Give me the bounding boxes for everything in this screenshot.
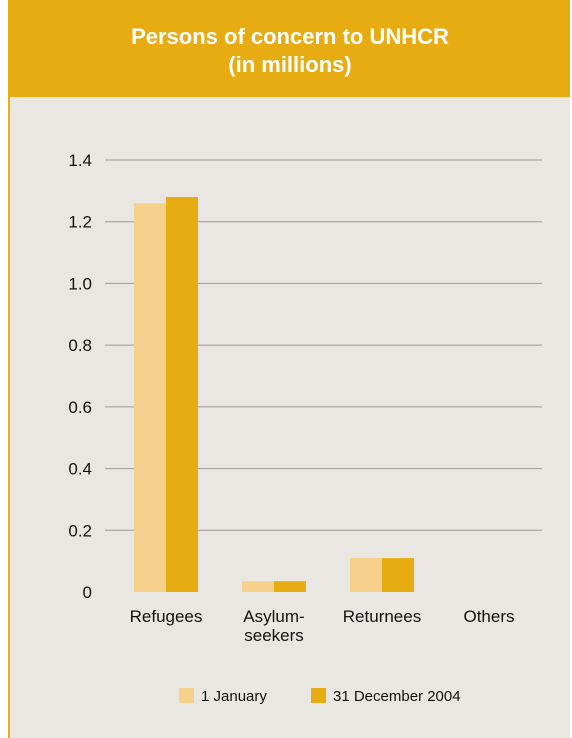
legend-swatch-jan (179, 688, 194, 703)
y-tick-label: 0.4 (68, 460, 92, 479)
bar-jan-returnees (350, 558, 382, 592)
legend-swatch-dec (311, 688, 326, 703)
x-category-label: Asylum-seekers (243, 607, 304, 645)
y-tick-label: 0.8 (68, 336, 92, 355)
y-tick-label: 0.6 (68, 398, 92, 417)
y-tick-label: 1.0 (68, 274, 92, 293)
legend-label-dec: 31 December 2004 (333, 688, 461, 705)
bar-dec-returnees (382, 558, 414, 592)
x-category-label-line: Refugees (130, 607, 203, 626)
bar-jan-asylumseekers (242, 581, 274, 592)
x-category-label: Returnees (343, 607, 421, 626)
chart-header: Persons of concern to UNHCR (in millions… (10, 0, 570, 97)
x-category-label-line: Returnees (343, 607, 421, 626)
y-tick-label: 0 (83, 583, 92, 602)
x-category-label: Refugees (130, 607, 203, 626)
x-category-label-line: Others (463, 607, 514, 626)
y-axis-ticks: 0 0.2 0.4 0.6 0.8 1.0 1.2 1.4 (68, 151, 92, 602)
legend-label-jan: 1 January (201, 688, 267, 705)
x-category-label: Others (463, 607, 514, 626)
chart-title-line2: (in millions) (228, 52, 352, 77)
legend: 1 January 31 December 2004 (179, 688, 461, 705)
chart-panel: Persons of concern to UNHCR (in millions… (8, 0, 570, 738)
y-tick-label: 0.2 (68, 521, 92, 540)
x-category-label-line: Asylum- (243, 607, 304, 626)
bar-jan-refugees (134, 203, 166, 592)
y-tick-label: 1.4 (68, 151, 92, 170)
bars (134, 197, 414, 592)
x-category-label-line: seekers (244, 626, 304, 645)
bar-dec-asylumseekers (274, 581, 306, 592)
y-tick-label: 1.2 (68, 213, 92, 232)
x-axis-categories: Refugees Asylum-seekers Returnees Others (130, 607, 515, 645)
chart-title-line1: Persons of concern to UNHCR (131, 24, 449, 49)
bar-dec-refugees (166, 197, 198, 592)
